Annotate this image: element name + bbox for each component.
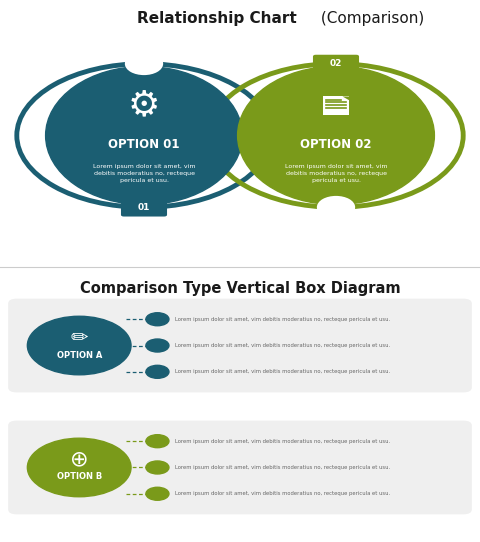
FancyBboxPatch shape	[121, 199, 167, 216]
Text: Lorem ipsum dolor sit amet, vim debitis moderatius no, recteque pericula et usu.: Lorem ipsum dolor sit amet, vim debitis …	[175, 317, 390, 322]
Text: OPTION 02: OPTION 02	[300, 139, 372, 151]
Text: OPTION A: OPTION A	[57, 351, 102, 359]
Text: 02: 02	[330, 59, 342, 68]
Polygon shape	[343, 96, 349, 100]
Circle shape	[146, 339, 169, 352]
Ellipse shape	[46, 66, 242, 205]
FancyBboxPatch shape	[8, 299, 472, 392]
Circle shape	[126, 54, 162, 74]
FancyBboxPatch shape	[323, 96, 349, 115]
Text: OPTION B: OPTION B	[57, 473, 102, 481]
Text: ✏: ✏	[71, 327, 88, 347]
Text: ⚙: ⚙	[128, 89, 160, 122]
Circle shape	[146, 365, 169, 378]
Text: Lorem ipsum dolor sit amet, vim
debitis moderatius no, recteque
pericula et usu.: Lorem ipsum dolor sit amet, vim debitis …	[93, 164, 195, 183]
Text: Lorem ipsum dolor sit amet, vim debitis moderatius no, recteque pericula et usu.: Lorem ipsum dolor sit amet, vim debitis …	[175, 491, 390, 496]
Text: ⊕: ⊕	[70, 449, 88, 469]
Text: Lorem ipsum dolor sit amet, vim debitis moderatius no, recteque pericula et usu.: Lorem ipsum dolor sit amet, vim debitis …	[175, 438, 390, 444]
Circle shape	[146, 435, 169, 448]
Circle shape	[318, 197, 354, 217]
Text: Lorem ipsum dolor sit amet, vim
debitis moderatius no, recteque
pericula et usu.: Lorem ipsum dolor sit amet, vim debitis …	[285, 164, 387, 183]
Circle shape	[146, 313, 169, 326]
Circle shape	[146, 461, 169, 474]
Text: Comparison Type Vertical Box Diagram: Comparison Type Vertical Box Diagram	[80, 281, 400, 296]
Text: (Comparison): (Comparison)	[316, 11, 424, 27]
Circle shape	[146, 487, 169, 500]
Text: Lorem ipsum dolor sit amet, vim debitis moderatius no, recteque pericula et usu.: Lorem ipsum dolor sit amet, vim debitis …	[175, 465, 390, 470]
Text: Lorem ipsum dolor sit amet, vim debitis moderatius no, recteque pericula et usu.: Lorem ipsum dolor sit amet, vim debitis …	[175, 343, 390, 348]
Ellipse shape	[238, 66, 434, 205]
FancyBboxPatch shape	[313, 55, 359, 72]
Circle shape	[27, 438, 131, 496]
FancyBboxPatch shape	[8, 421, 472, 514]
Circle shape	[27, 316, 131, 375]
Text: Relationship Chart: Relationship Chart	[137, 11, 297, 27]
Text: Lorem ipsum dolor sit amet, vim debitis moderatius no, recteque pericula et usu.: Lorem ipsum dolor sit amet, vim debitis …	[175, 369, 390, 375]
Text: 01: 01	[138, 203, 150, 212]
Text: OPTION 01: OPTION 01	[108, 139, 180, 151]
